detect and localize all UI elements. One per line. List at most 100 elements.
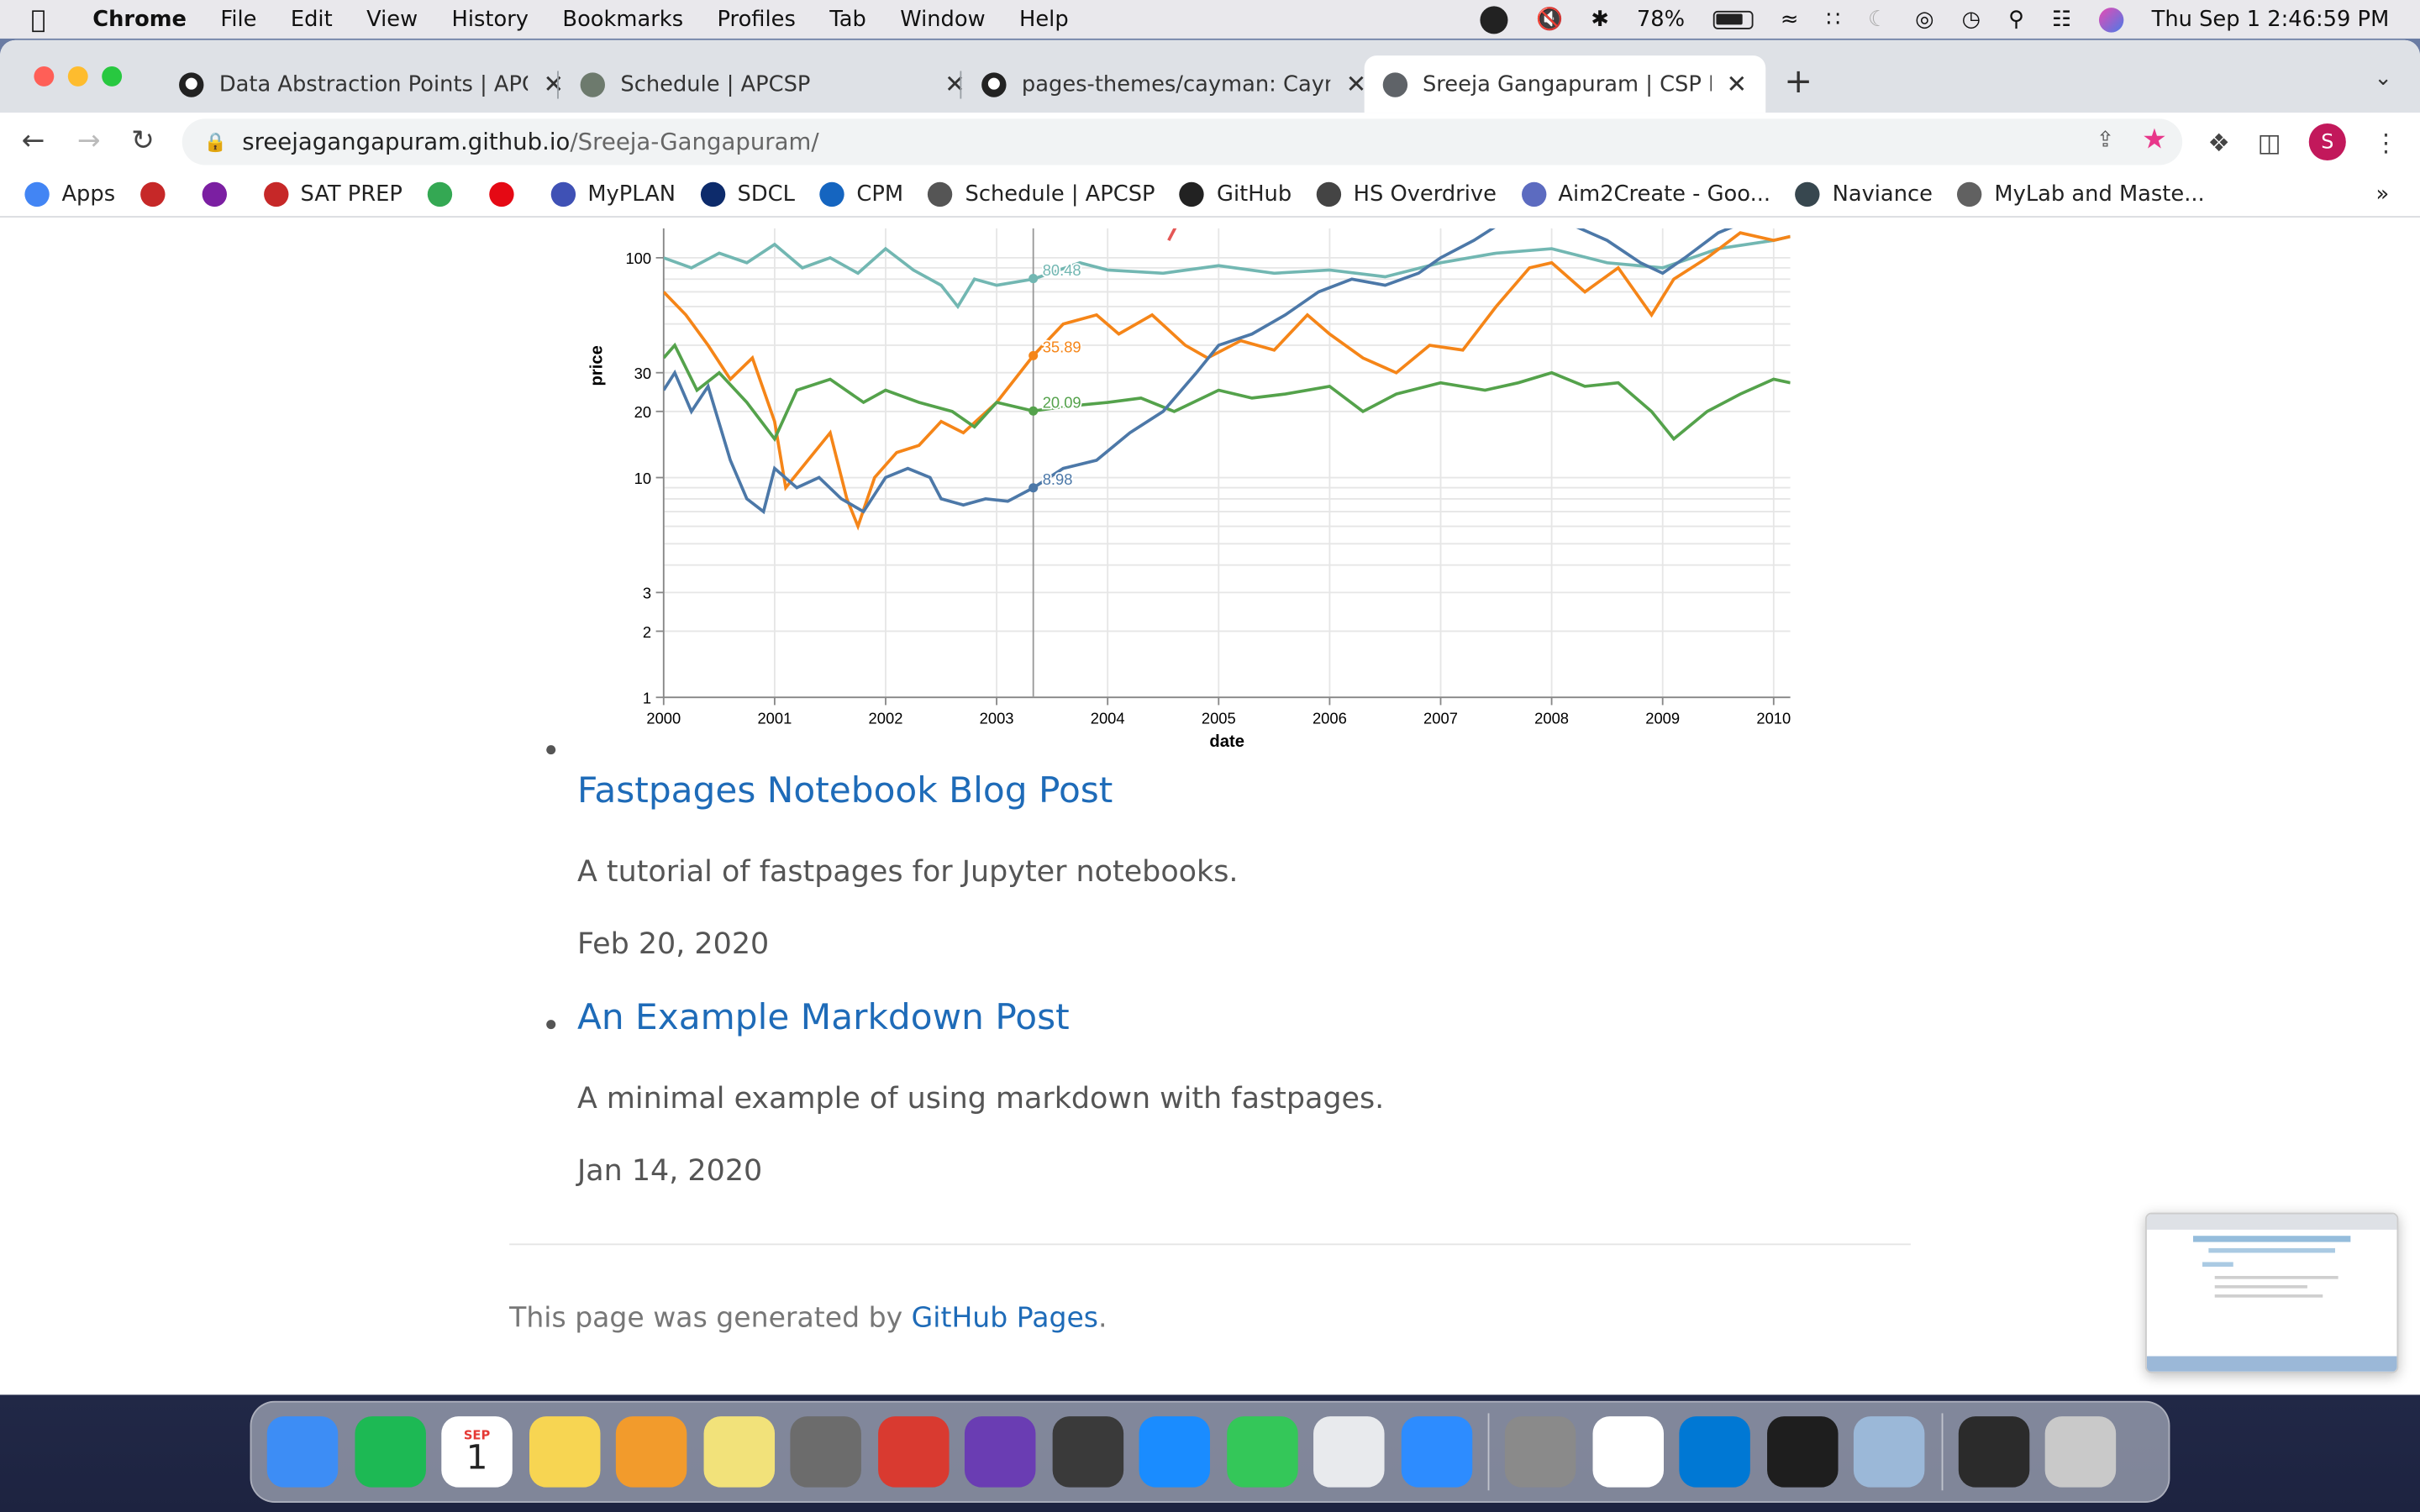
tab-sreeja-blog[interactable]: Sreeja Gangapuram | CSP Blog ✕ [1364,55,1766,113]
menu-history[interactable]: History [451,7,529,32]
tab-cayman[interactable]: ● pages-themes/cayman: Cayman ✕ [963,55,1385,113]
side-panel-icon[interactable]: ◫ [2257,127,2281,157]
bookmark-item[interactable] [427,181,464,207]
screenshot-window-icon[interactable] [1957,1416,2029,1488]
close-tab-icon[interactable]: ✕ [944,69,965,99]
chart-svg: 1 2 3 10 20 30 100 2000 2001 2002 2003 2004 2005 2006… [587,228,1791,751]
tab-data-abstraction[interactable]: ● Data Abstraction Points | APCSP ✕ [160,55,582,113]
bookmark-item[interactable] [201,181,239,207]
bookmark-item[interactable]: Naviance [1795,181,1933,207]
trash-icon[interactable] [2044,1416,2117,1488]
reload-icon[interactable]: ↻ [131,124,155,158]
chrome-icon[interactable] [1313,1416,1385,1488]
spotify-icon[interactable] [354,1416,426,1488]
bookmark-item[interactable]: MyLab and Maste... [1957,181,2205,207]
notes-icon[interactable] [529,1416,600,1488]
menu-help[interactable]: Help [1019,7,1069,32]
zoom-icon[interactable] [1400,1416,1472,1488]
bluetooth-icon[interactable]: ✱ [1591,7,1609,32]
forward-icon[interactable]: → [76,124,101,158]
battery-percent: 78% [1636,7,1686,32]
new-tab-button[interactable]: + [1784,63,1813,102]
bookmark-item[interactable]: SDCL [700,181,795,207]
vscode-icon[interactable] [1679,1416,1750,1488]
siri-icon[interactable] [2099,7,2124,32]
moon-icon[interactable]: ☾ [1867,7,1888,32]
stickies-icon[interactable] [702,1416,775,1488]
photos-icon[interactable] [615,1416,687,1488]
screenshot-thumbnail[interactable] [2145,1212,2399,1373]
menu-window[interactable]: Window [900,7,986,32]
more-menu-icon[interactable]: ⋮ [2373,127,2399,157]
safari-icon[interactable] [1139,1416,1210,1488]
tab-title: Schedule | APCSP [620,71,811,97]
finder-icon[interactable] [266,1416,339,1488]
tab-search-chevron-icon[interactable]: ⌄ [2374,66,2392,92]
bookmark-item[interactable]: Apps [24,181,115,207]
list-bullet [546,1020,556,1030]
bookmark-item[interactable]: Aim2Create - Goo... [1521,181,1770,207]
github-icon: ● [179,71,204,97]
dock-separator [1487,1413,1490,1491]
profile-avatar[interactable]: S [2308,123,2346,161]
calculator-icon[interactable] [1051,1416,1123,1488]
bookmark-favicon-icon [1316,181,1341,207]
spotlight-search-icon[interactable]: ⚲ [2008,7,2024,32]
bookmark-item[interactable]: SAT PREP [263,181,402,207]
tab-schedule[interactable]: Schedule | APCSP ✕ [562,55,984,113]
back-icon[interactable]: ← [21,124,45,158]
wifi-icon[interactable]: ≈ [1780,7,1799,32]
menu-bookmarks[interactable]: Bookmarks [562,7,684,32]
slack-icon[interactable] [1591,1416,1664,1488]
menu-edit[interactable]: Edit [290,7,333,32]
bookmark-item[interactable]: CPM [819,181,903,207]
lock-icon[interactable]: 🔒 [203,131,227,153]
list-bullet [546,745,556,755]
preview-icon[interactable] [1853,1416,1925,1488]
extensions-puzzle-icon[interactable]: ❖ [2207,127,2230,157]
clock-text[interactable]: Thu Sep 1 2:46:59 PM [2151,7,2390,32]
share-icon[interactable]: ⇪ [2096,128,2115,153]
bookmark-item[interactable] [139,181,177,207]
close-window-button[interactable] [34,66,55,87]
dots-icon[interactable]: ∷ [1826,7,1840,32]
imovie-icon[interactable] [964,1416,1036,1488]
system-preferences-icon[interactable] [790,1416,861,1488]
apple-menu-icon[interactable]:  [31,5,62,34]
close-tab-icon[interactable]: ✕ [1726,69,1748,99]
post-title-link[interactable]: An Example Markdown Post [576,998,1070,1039]
bookmark-item[interactable]: Schedule | APCSP [928,181,1155,207]
minimize-window-button[interactable] [67,66,88,87]
battery-icon[interactable] [1712,9,1753,29]
messages-icon[interactable] [1226,1416,1297,1488]
calendar-icon[interactable]: SEP 1 [441,1416,513,1488]
browser-window: ● Data Abstraction Points | APCSP ✕ Sche… [0,39,2420,1395]
airdrop-icon[interactable]: ◎ [1915,7,1934,32]
menu-view[interactable]: View [366,7,418,32]
time-machine-icon[interactable]: ◷ [1961,7,1981,32]
menu-file[interactable]: File [220,7,257,32]
zoom-window-button[interactable] [102,66,123,87]
terminal-icon[interactable] [1766,1416,1838,1488]
dock: SEP 1 [250,1400,2170,1503]
github-pages-link[interactable]: GitHub Pages [911,1302,1099,1335]
app-menu[interactable]: Chrome [92,7,187,32]
grammarly-icon[interactable] [1481,5,1509,34]
mute-icon[interactable]: 🔇 [1536,7,1564,32]
bookmark-item[interactable]: MyPLAN [550,181,676,207]
close-tab-icon[interactable]: ✕ [543,69,565,99]
control-center-icon[interactable]: ☷ [2052,7,2072,32]
photo-booth-icon[interactable] [877,1416,949,1488]
launchpad-icon[interactable] [1504,1416,1576,1488]
post-title-link[interactable]: Fastpages Notebook Blog Post [576,771,1113,812]
bookmark-item[interactable]: HS Overdrive [1316,181,1497,207]
more-bookmarks-icon[interactable]: » [2375,181,2390,207]
bookmark-item[interactable]: GitHub [1179,181,1292,207]
close-tab-icon[interactable]: ✕ [1345,69,1367,99]
bookmark-star-icon[interactable]: ★ [2142,123,2167,156]
menu-profiles[interactable]: Profiles [717,7,796,32]
address-bar[interactable]: 🔒 sreejagangapuram.github.io/Sreeja-Gang… [182,118,2183,165]
bookmark-item[interactable] [488,181,526,207]
menu-tab[interactable]: Tab [829,7,866,32]
apcsp-icon [580,71,605,97]
